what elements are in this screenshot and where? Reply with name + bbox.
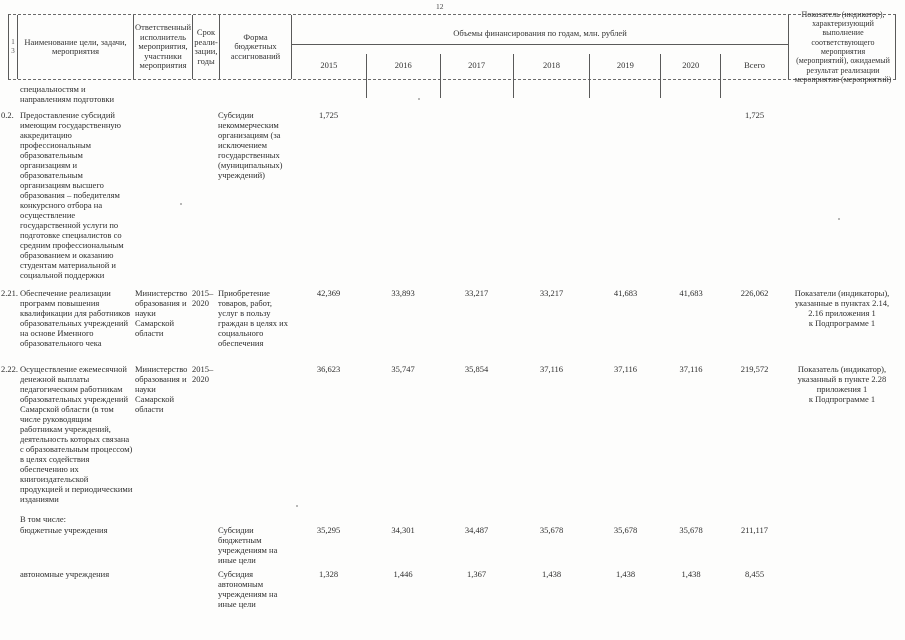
row-name: Обеспечение реализации программ повышени… [20, 288, 131, 348]
scan-speck [838, 218, 840, 220]
value-total: 226,062 [740, 288, 769, 298]
header-year-2015: 2015 [292, 54, 367, 98]
value-2018: 35,678 [539, 525, 564, 535]
row-name: Осуществление ежемесячной денежной выпла… [20, 364, 133, 504]
financing-years-row: 2015 2016 2017 2018 2019 2020 Всего [292, 54, 788, 98]
row-name: Предоставление субсидий имеющим государс… [20, 110, 124, 280]
row-responsible: Министерство образования и науки Самарск… [135, 364, 188, 414]
value-2016: 35,747 [391, 364, 415, 374]
header-stub-column: 1 3 [9, 15, 18, 79]
row-name: бюджетные учреждения [20, 525, 108, 535]
header-year-2018: 2018 [514, 54, 591, 98]
row-term: 2015– 2020 [192, 288, 214, 308]
value-2019: 1,438 [615, 569, 636, 579]
value-2018: 1,438 [541, 569, 562, 579]
header-year-total: Всего [744, 60, 765, 70]
value-2017: 33,217 [464, 288, 489, 298]
row-number: 0.2. [1, 110, 14, 120]
header-col-indicator: Показатель (индикатор), характеризующий … [794, 9, 892, 84]
row-budget-form: Субсидия автономным учреждениям на иные … [218, 569, 278, 609]
value-2015: 1,725 [318, 110, 339, 120]
header-col-name: Наименование цели, задачи, мероприятия [18, 15, 134, 79]
row-number: 2.22. [1, 364, 18, 374]
header-year-2019: 2019 [590, 54, 662, 98]
financing-title: Объемы финансирования по годам, млн. руб… [292, 25, 788, 45]
value-total: 8,455 [744, 569, 765, 579]
value-2018: 37,116 [539, 364, 564, 374]
value-2017: 34,487 [464, 525, 489, 535]
value-2019: 37,116 [613, 364, 638, 374]
value-2017: 1,367 [466, 569, 487, 579]
scan-speck [180, 203, 182, 205]
table-header: 1 3 Наименование цели, задачи, мероприят… [8, 9, 896, 98]
value-total: 1,725 [744, 110, 765, 120]
header-year-2016: 2016 [367, 54, 441, 98]
value-total: 219,572 [740, 364, 769, 374]
row-name: автономные учреждения [20, 569, 110, 579]
page-number: 12 [436, 2, 444, 11]
row-indicator: Показатель (индикатор), указанный в пунк… [797, 364, 887, 404]
value-2017: 35,854 [464, 364, 489, 374]
row-budget-form: Субсидии некоммерческим организациям (за… [218, 110, 283, 180]
value-2020: 35,678 [679, 525, 703, 535]
row-number: 2.21. [1, 288, 18, 298]
header-financing-group: Объемы финансирования по годам, млн. руб… [292, 15, 789, 98]
value-2020: 1,438 [681, 569, 701, 579]
row-responsible: Министерство образования и науки Самарск… [135, 288, 188, 338]
row-name: специальностям и направлениям подготовки [20, 84, 115, 104]
value-2018: 33,217 [539, 288, 564, 298]
value-2015: 42,369 [316, 288, 341, 298]
value-2015: 35,295 [316, 525, 341, 535]
row-name: В том числе: [20, 514, 66, 524]
value-2016: 34,301 [391, 525, 415, 535]
header-col-form: Форма бюджетных ассигнований [220, 15, 292, 79]
value-2016: 1,446 [393, 569, 413, 579]
row-budget-form: Субсидии бюджетным учреждениям на иные ц… [218, 525, 278, 565]
row-term: 2015– 2020 [192, 364, 214, 384]
header-year-2017: 2017 [441, 54, 514, 98]
header-col-responsible: Ответственный исполнитель мероприятия, у… [134, 15, 193, 79]
scan-speck [418, 98, 420, 100]
value-2015: 1,328 [318, 569, 339, 579]
value-2015: 36,623 [316, 364, 341, 374]
value-2016: 33,893 [391, 288, 415, 298]
row-budget-form: Приобретение товаров, работ, услуг в пол… [218, 288, 288, 348]
value-2020: 37,116 [679, 364, 703, 374]
value-2020: 41,683 [679, 288, 703, 298]
row-indicator: Показатели (индикаторы), указанные в пун… [794, 288, 890, 328]
scan-speck [296, 505, 298, 507]
value-total: 211,117 [741, 525, 768, 535]
header-col-term: Срок реали- зации, годы [193, 15, 220, 79]
header-year-2020: 2020 [661, 54, 722, 98]
value-2019: 41,683 [613, 288, 638, 298]
value-2019: 35,678 [613, 525, 638, 535]
